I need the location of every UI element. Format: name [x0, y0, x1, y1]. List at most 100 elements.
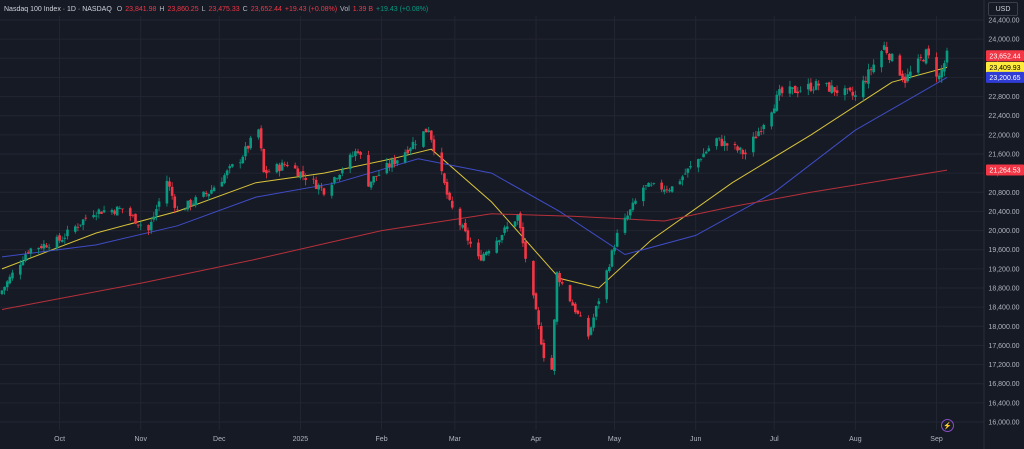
- candle-body: [257, 129, 260, 138]
- low-label: L: [201, 5, 206, 13]
- currency-button[interactable]: USD: [988, 2, 1018, 16]
- candle-body: [854, 95, 857, 97]
- candle-body: [464, 222, 467, 232]
- candle-body: [833, 87, 836, 92]
- candle-body: [539, 326, 543, 345]
- candle-body: [505, 226, 509, 230]
- candle-body: [809, 82, 813, 91]
- candle-body: [550, 357, 554, 370]
- candle-body: [754, 136, 758, 139]
- candle-body: [608, 266, 611, 272]
- candle-body: [647, 182, 650, 187]
- candle-body: [498, 240, 501, 243]
- x-tick-label: Feb: [376, 436, 388, 443]
- candle-body: [115, 206, 119, 216]
- candle-body: [568, 285, 572, 302]
- candle-body: [825, 82, 828, 84]
- candle-body: [445, 181, 449, 195]
- candle-body: [66, 229, 69, 237]
- candle-body: [888, 53, 891, 60]
- candle-body: [864, 81, 868, 83]
- candle-body: [73, 226, 77, 232]
- candle-body: [778, 89, 781, 96]
- flash-icon[interactable]: ⚡: [941, 419, 954, 432]
- candle-body: [885, 47, 889, 53]
- candle-body: [477, 242, 480, 257]
- candle-body: [631, 202, 635, 210]
- change-value: +19.43 (+0.08%): [284, 5, 338, 13]
- candle-body: [770, 112, 773, 127]
- x-tick-label: Aug: [849, 436, 862, 443]
- candle-body: [333, 177, 336, 183]
- candle-body: [170, 186, 174, 196]
- candle-body: [736, 146, 739, 151]
- candle-body: [652, 183, 656, 184]
- candle-body: [194, 197, 198, 206]
- candle-body: [173, 196, 177, 208]
- candle-body: [720, 138, 724, 146]
- candle-body: [555, 272, 559, 322]
- candle-body: [689, 166, 692, 168]
- candle-body: [597, 301, 601, 305]
- candle-body: [665, 189, 669, 191]
- candle-body: [482, 253, 485, 261]
- candle-body: [702, 153, 705, 158]
- candle-body: [301, 170, 305, 176]
- candle-body: [259, 128, 263, 149]
- candle-body: [8, 276, 12, 284]
- candle-body: [411, 141, 415, 149]
- volume-value: 1.39 B: [352, 5, 374, 13]
- candle-body: [558, 272, 561, 283]
- symbol-title[interactable]: Nasdaq 100 Index · 1D · NASDAQ: [4, 5, 112, 13]
- candle-body: [393, 158, 396, 165]
- candle-body: [945, 50, 949, 63]
- moving-averages: [1, 66, 948, 310]
- candle-body: [686, 168, 690, 173]
- candle-body: [725, 143, 729, 146]
- open-label: O: [116, 5, 123, 13]
- candle-body: [519, 213, 522, 229]
- candle-body: [286, 164, 289, 167]
- candle-body: [521, 226, 525, 244]
- candle-body: [487, 250, 491, 254]
- candle-body: [375, 175, 378, 177]
- candle-body: [448, 192, 451, 200]
- candle-body: [642, 187, 645, 202]
- candle-body: [220, 181, 224, 187]
- candle-body: [377, 174, 381, 176]
- candle-body: [793, 85, 797, 94]
- price-badges: 23,652.44 23,409.93 23,200.65 21,264.53: [986, 50, 1024, 176]
- candle-body: [314, 179, 318, 189]
- candle-body: [827, 82, 831, 92]
- candle-body: [524, 241, 527, 259]
- y-tick-label: 19,600.00: [988, 247, 1019, 254]
- candle-body: [738, 147, 742, 150]
- candle-body: [780, 87, 784, 94]
- candle-body: [244, 146, 247, 157]
- candle-body: [359, 152, 362, 155]
- candle-body: [94, 215, 98, 217]
- candle-body: [168, 181, 171, 187]
- candle-body: [927, 48, 930, 56]
- y-tick-label: 24,400.00: [988, 18, 1019, 25]
- y-tick-label: 20,800.00: [988, 190, 1019, 197]
- candle-body: [443, 173, 446, 184]
- candle-body: [390, 159, 394, 168]
- candle-body: [757, 131, 760, 137]
- candle-body: [458, 208, 462, 226]
- candle-body: [149, 221, 153, 231]
- candle-body: [293, 165, 297, 169]
- x-tick-label: May: [608, 436, 622, 443]
- candle-body: [283, 164, 287, 166]
- y-tick-label: 18,000.00: [988, 324, 1019, 331]
- candle-body: [147, 225, 150, 231]
- candle-body: [210, 189, 213, 194]
- candle-body: [24, 254, 27, 262]
- candle-body: [223, 175, 226, 184]
- candle-body: [131, 215, 135, 217]
- candle-body: [21, 261, 25, 266]
- candle-body: [58, 235, 61, 241]
- time-axis[interactable]: Oct Nov Dec 2025 Feb Mar Apr May Jun Jul Aug Sep: [54, 436, 943, 443]
- candle-body: [843, 88, 847, 96]
